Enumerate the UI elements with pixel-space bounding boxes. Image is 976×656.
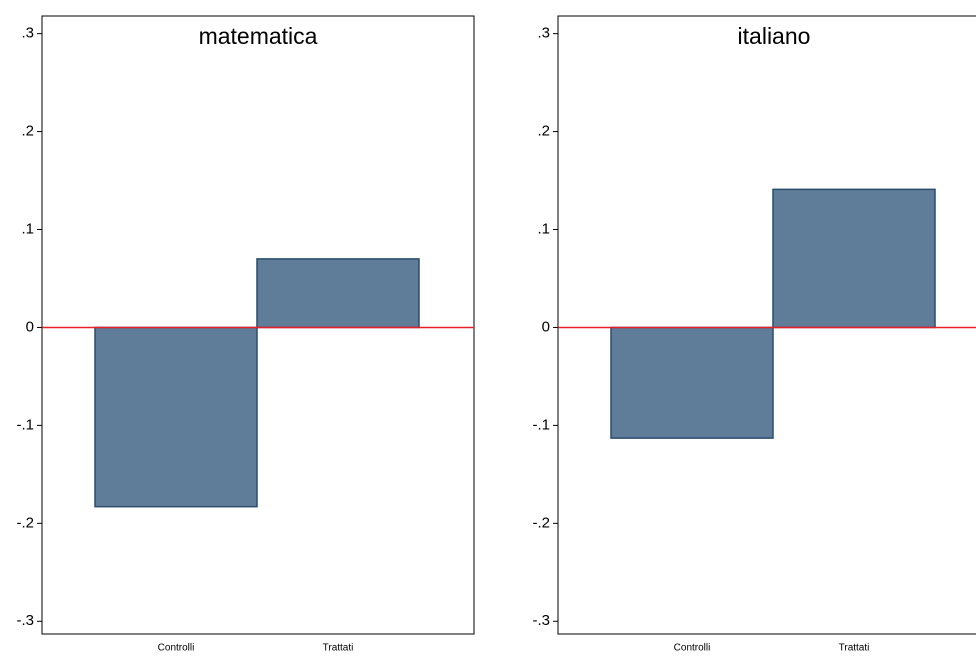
y-tick-label: .3: [537, 25, 550, 42]
bar: [256, 258, 420, 329]
y-tick-label: -.3: [532, 612, 550, 629]
y-tick-label: .2: [21, 123, 34, 140]
y-tick-label: 0: [26, 318, 34, 335]
x-tick-label: Controlli: [674, 643, 711, 654]
bar: [94, 326, 258, 508]
y-tick-label: -.2: [16, 514, 34, 531]
x-tick-label: Controlli: [158, 643, 195, 654]
y-tick-label: .3: [21, 25, 34, 42]
chart-title: italiano: [738, 23, 811, 49]
x-tick-label: Trattati: [323, 643, 354, 654]
bar: [610, 326, 774, 439]
chart-title: matematica: [199, 23, 318, 49]
x-tick-label: Trattati: [839, 643, 870, 654]
bar: [772, 188, 936, 329]
y-tick-label: .2: [537, 123, 550, 140]
y-tick-label: -.2: [532, 514, 550, 531]
plot-frame: [41, 15, 475, 635]
y-tick-label: .1: [537, 220, 550, 237]
y-tick-label: -.1: [532, 416, 550, 433]
y-tick-label: -.1: [16, 416, 34, 433]
y-tick-label: -.3: [16, 612, 34, 629]
y-tick-label: 0: [542, 318, 550, 335]
y-tick-label: .1: [21, 220, 34, 237]
plot-frame: [557, 15, 976, 635]
